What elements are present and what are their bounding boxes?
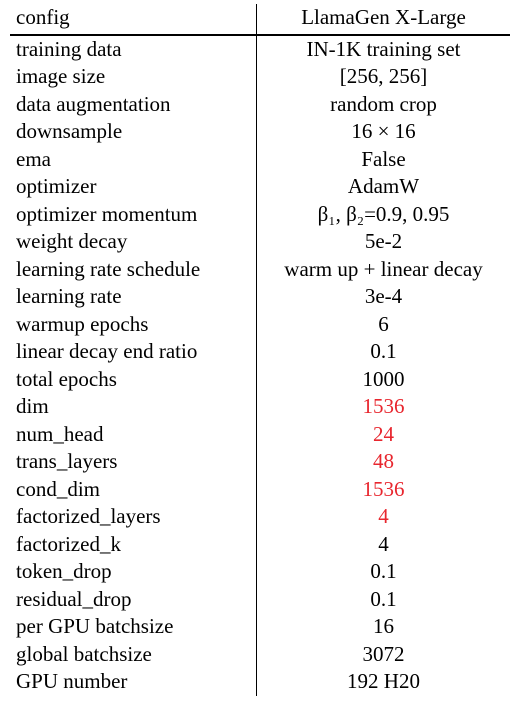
table-row: warmup epochs 6 [10, 310, 510, 338]
config-value-cell: 24 [373, 421, 394, 446]
config-value-cell: 4 [378, 531, 389, 556]
config-name-cell: weight decay [10, 228, 257, 256]
config-value-cell: 16 × 16 [351, 119, 416, 143]
config-value-cell: 5e-2 [364, 229, 403, 253]
config-name-cell: training data [10, 34, 257, 63]
config-value-cell: 6 [378, 311, 389, 336]
config-name-cell: global batchsize [10, 640, 257, 668]
config-name-cell: dim [10, 393, 257, 421]
config-name-cell: GPU number [10, 668, 257, 696]
config-value-cell: AdamW [347, 174, 420, 198]
config-name-cell: residual_drop [10, 585, 257, 613]
config-value-cell: 192 H20 [347, 669, 420, 693]
config-name-cell: downsample [10, 118, 257, 146]
config-name-cell: optimizer [10, 173, 257, 201]
table-row: per GPU batchsize 16 [10, 613, 510, 641]
config-value-cell: 3e-4 [364, 284, 403, 308]
table-row: residual_drop 0.1 [10, 585, 510, 613]
table-row: data augmentation random crop [10, 90, 510, 118]
table-row: GPU number 192 H20 [10, 668, 510, 696]
config-name-cell: optimizer momentum [10, 200, 257, 228]
table-row: optimizer momentum β₁, β₂=0.9, 0.95 [10, 200, 510, 228]
config-value-cell: 0.1 [370, 339, 397, 363]
table-row: factorized_layers 4 [10, 503, 510, 531]
table-row: training data IN-1K training set [10, 34, 510, 63]
config-name-cell: factorized_layers [10, 503, 257, 531]
config-value-cell: β₁, β₂=0.9, 0.95 [317, 201, 450, 226]
config-name-cell: learning rate schedule [10, 255, 257, 283]
table-row: cond_dim 1536 [10, 475, 510, 503]
config-value-cell: False [361, 146, 406, 171]
table-row: token_drop 0.1 [10, 558, 510, 586]
config-name-cell: warmup epochs [10, 310, 257, 338]
config-table: config LlamaGen X-Large training data IN-… [10, 4, 510, 696]
table-body: training data IN-1K training set image siz… [10, 34, 510, 696]
config-value-cell: 1000 [362, 366, 405, 391]
table-row: dim 1536 [10, 393, 510, 421]
config-value-cell: random crop [330, 91, 437, 116]
config-name-cell: ema [10, 145, 257, 173]
table-row: learning rate 3e-4 [10, 283, 510, 311]
table-row: linear decay end ratio 0.1 [10, 338, 510, 366]
header-config: config [10, 4, 257, 35]
config-name-cell: token_drop [10, 558, 257, 586]
table-row: num_head 24 [10, 420, 510, 448]
config-value-cell: 4 [378, 504, 389, 528]
config-value-cell: 1536 [362, 476, 405, 501]
header-model: LlamaGen X-Large [301, 5, 466, 29]
config-name-cell: trans_layers [10, 448, 257, 476]
config-value-cell: IN-1K training set [306, 36, 461, 61]
config-value-cell: 16 [373, 614, 394, 638]
table-row: image size [256, 256] [10, 63, 510, 91]
table-row: learning rate schedule warm up + linear d… [10, 255, 510, 283]
table-header-row: config LlamaGen X-Large [10, 4, 510, 35]
config-value-cell: [256, 256] [339, 64, 428, 88]
config-value-cell: 48 [373, 449, 394, 473]
config-value-cell: 0.1 [370, 586, 397, 611]
table-row: trans_layers 48 [10, 448, 510, 476]
table-row: downsample 16 × 16 [10, 118, 510, 146]
table-row: weight decay 5e-2 [10, 228, 510, 256]
config-value-cell: warm up + linear decay [284, 256, 483, 281]
config-name-cell: learning rate [10, 283, 257, 311]
config-name-cell: cond_dim [10, 475, 257, 503]
config-value-cell: 3072 [362, 641, 405, 666]
config-name-cell: data augmentation [10, 90, 257, 118]
config-name-cell: image size [10, 63, 257, 91]
table-row: total epochs 1000 [10, 365, 510, 393]
table-row: factorized_k 4 [10, 530, 510, 558]
config-name-cell: linear decay end ratio [10, 338, 257, 366]
config-name-cell: per GPU batchsize [10, 613, 257, 641]
table-row: ema False [10, 145, 510, 173]
config-name-cell: factorized_k [10, 530, 257, 558]
config-name-cell: num_head [10, 420, 257, 448]
config-value-cell: 1536 [362, 394, 405, 418]
config-value-cell: 0.1 [370, 559, 397, 583]
table-row: global batchsize 3072 [10, 640, 510, 668]
table-row: optimizer AdamW [10, 173, 510, 201]
config-name-cell: total epochs [10, 365, 257, 393]
